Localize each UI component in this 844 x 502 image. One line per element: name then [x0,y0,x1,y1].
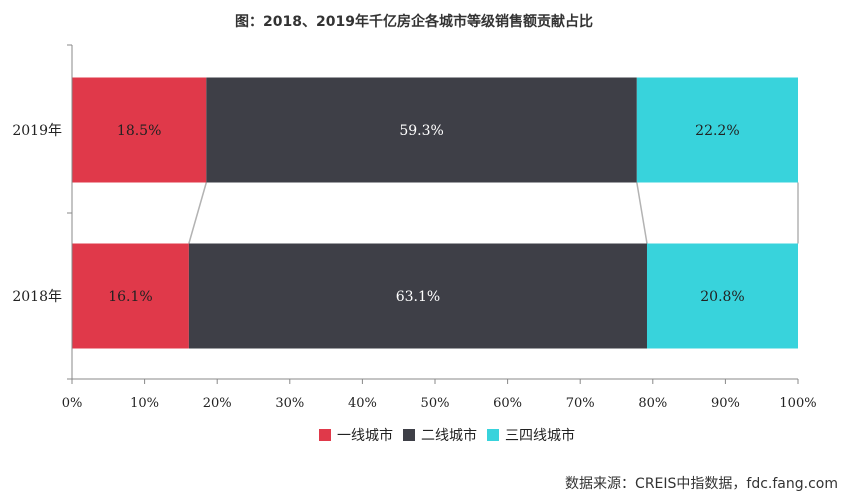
bar-segment [72,77,207,183]
data-label: 18.5% [117,123,161,139]
legend-swatch [403,429,415,441]
x-tick-label: 50% [421,396,450,411]
bar-segment [206,77,637,183]
y-tick-label: 2018年 [12,289,62,305]
x-tick-label: 40% [348,396,377,411]
x-tick-label: 20% [203,396,232,411]
x-tick-label: 100% [779,396,816,411]
bar-segment [72,243,189,349]
x-tick-label: 30% [275,396,304,411]
source-note: 数据来源：CREIS中指数据，fdc.fang.com [565,476,838,492]
legend-label: 二线城市 [421,427,477,444]
legend-swatch [487,429,499,441]
data-label: 59.3% [399,123,443,139]
data-label: 20.8% [700,289,744,305]
axes: 2019年 2018年 0% 10% 20% 30% 40% 50% 60% 70% 80% 90% 1… [12,44,817,411]
bar-segment [636,77,798,183]
series-lines [188,182,799,244]
x-tick-label: 80% [638,396,667,411]
x-tick-label: 10% [130,396,159,411]
legend-swatch [319,429,331,441]
bar-segment [188,243,647,349]
legend: 一线城市 二线城市 三四线城市 [319,427,575,444]
data-label: 22.2% [695,123,739,139]
series-line [188,182,208,244]
y-tick-label: 2019年 [12,123,62,139]
data-label: 16.1% [108,289,152,305]
legend-label: 一线城市 [337,427,393,444]
x-tick-label: 90% [711,396,740,411]
chart-title: 图：2018、2019年千亿房企各城市等级销售额贡献占比 [235,13,593,30]
data-label: 63.1% [396,289,440,305]
bar-segment [646,243,798,349]
x-tick-label: 0% [62,396,83,411]
x-tick-label: 70% [566,396,595,411]
x-tick-label: 60% [493,396,522,411]
legend-label: 三四线城市 [505,427,575,444]
series-line [636,182,648,244]
bars: 18.5% 59.3% 22.2% 16.1% 63.1% 20.8% [72,77,798,349]
